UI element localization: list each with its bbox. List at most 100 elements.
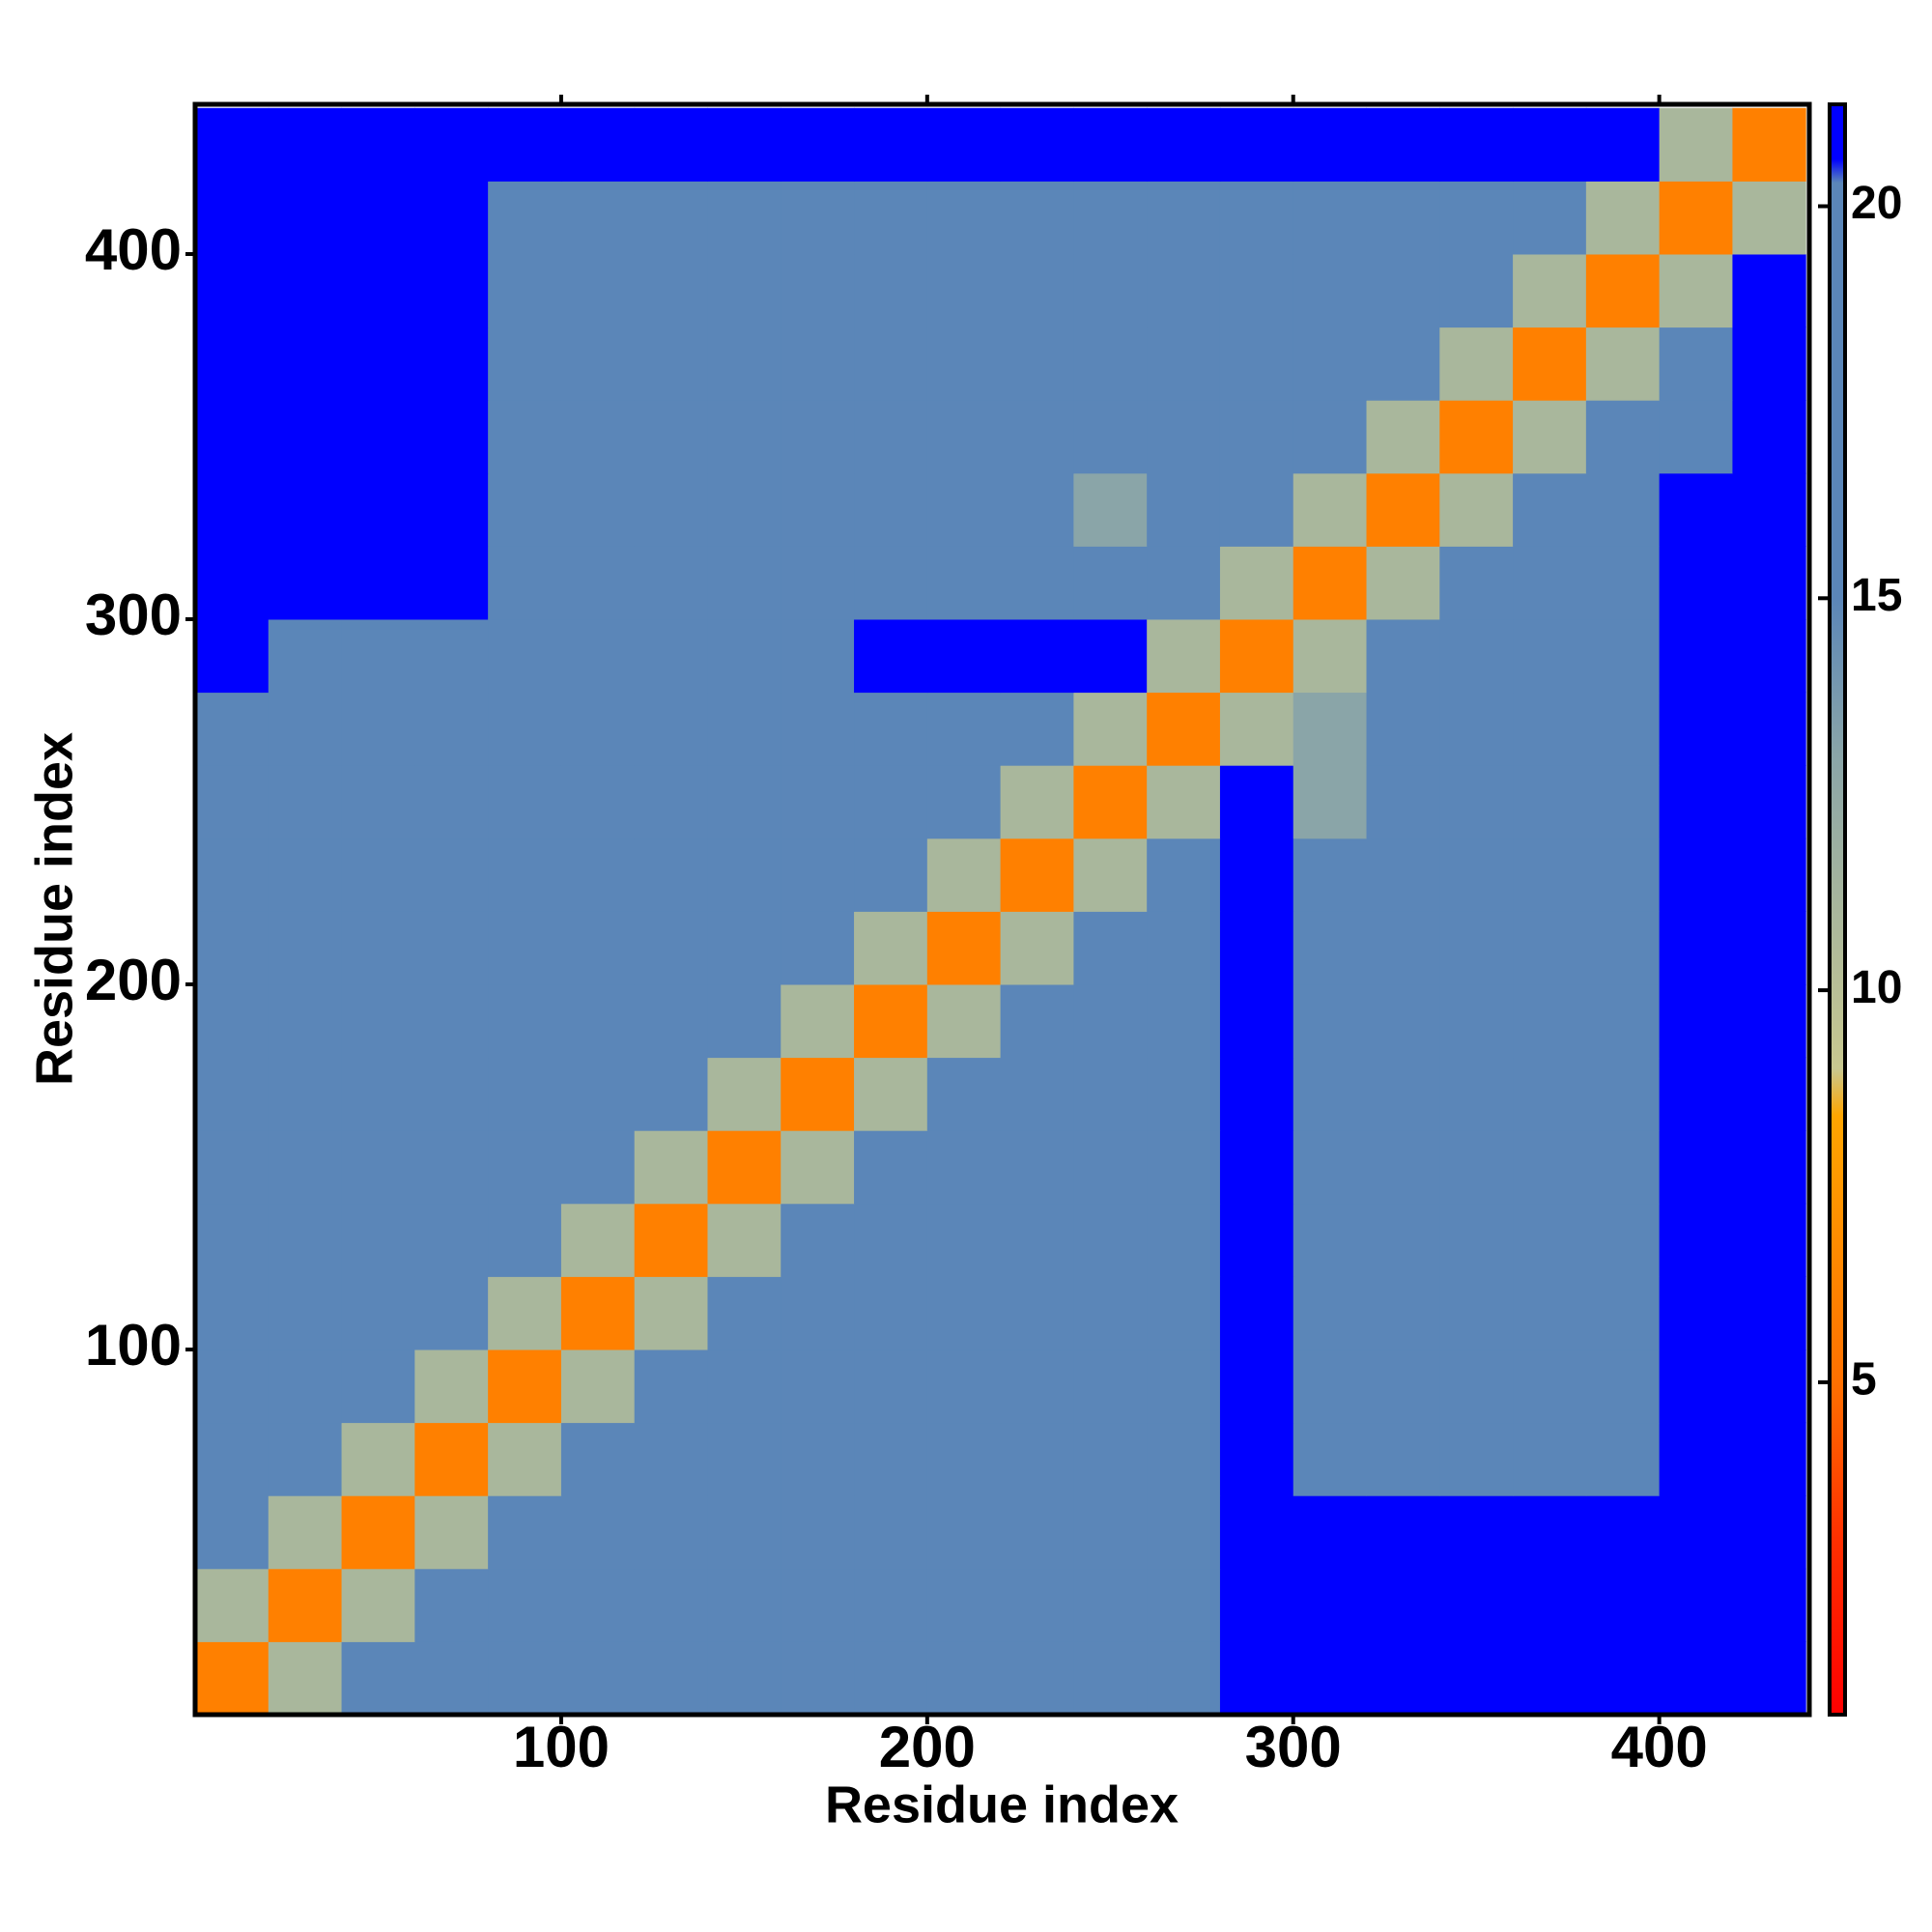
heatmap-cell — [1585, 1276, 1661, 1350]
heatmap-cell — [1000, 1641, 1074, 1716]
heatmap-cell — [1293, 400, 1368, 474]
heatmap-cell — [1513, 181, 1587, 255]
heatmap-cell — [1366, 1568, 1440, 1642]
colorbar-tick-label: 15 — [1851, 570, 1902, 621]
heatmap-cell — [1000, 1057, 1074, 1131]
heatmap-cell — [195, 983, 270, 1059]
heatmap-cell — [1073, 327, 1148, 401]
heatmap-cell — [1366, 1422, 1440, 1496]
heatmap-cell — [195, 181, 270, 255]
heatmap-cell — [1147, 1422, 1221, 1496]
heatmap-cell — [488, 1641, 562, 1716]
heatmap-cell — [707, 1568, 781, 1642]
heatmap-cell — [488, 1349, 562, 1424]
heatmap-cell — [781, 181, 855, 255]
heatmap-cell — [1293, 618, 1368, 694]
heatmap-cell — [488, 1495, 562, 1570]
heatmap-cell — [341, 1495, 415, 1570]
heatmap-cell — [1439, 400, 1514, 474]
heatmap-cell — [341, 1276, 415, 1350]
heatmap-cell — [781, 838, 855, 912]
heatmap-cell — [781, 400, 855, 474]
heatmap-cell — [268, 911, 343, 985]
heatmap-cell — [707, 107, 781, 182]
heatmap-cell — [1366, 1276, 1440, 1350]
heatmap-cell — [1366, 765, 1440, 839]
heatmap-cell — [268, 472, 343, 547]
heatmap-cell — [1659, 400, 1733, 474]
heatmap-cell — [926, 400, 1002, 474]
heatmap-cell — [414, 107, 489, 182]
heatmap-cell — [1439, 1349, 1514, 1424]
heatmap-cell — [414, 253, 489, 328]
heatmap-cell — [1293, 1568, 1368, 1642]
y-tick-label: 400 — [85, 217, 182, 282]
heatmap-cell — [854, 1641, 928, 1716]
heatmap-cell — [781, 327, 855, 401]
heatmap-cell — [781, 1276, 855, 1350]
heatmap-cell — [1513, 1057, 1587, 1131]
heatmap-cell — [1585, 1349, 1661, 1424]
heatmap-cell — [488, 911, 562, 985]
heatmap-cell — [1513, 618, 1587, 694]
heatmap-cell — [488, 692, 562, 766]
heatmap-cell — [341, 1349, 415, 1424]
heatmap-cell — [781, 1349, 855, 1424]
heatmap-cell — [488, 107, 562, 182]
heatmap-cell — [1073, 1422, 1148, 1496]
y-tick-label: 100 — [85, 1313, 182, 1378]
heatmap-cell — [1219, 181, 1294, 255]
heatmap-cell — [341, 1568, 415, 1642]
heatmap-cell — [1585, 1495, 1661, 1570]
heatmap-cell — [1293, 838, 1368, 912]
heatmap-cell — [1732, 181, 1806, 255]
heatmap-cell — [341, 765, 415, 839]
heatmap-cell — [926, 911, 1002, 985]
heatmap-cell — [560, 327, 636, 401]
heatmap-cell — [1147, 911, 1221, 985]
heatmap-cell — [926, 546, 1002, 620]
heatmap-cell — [560, 1057, 636, 1131]
heatmap-cell — [634, 1568, 708, 1642]
heatmap-cell — [1073, 181, 1148, 255]
heatmap-cell — [488, 1057, 562, 1131]
heatmap-cell — [854, 181, 928, 255]
heatmap-cell — [560, 838, 636, 912]
heatmap-cell — [781, 983, 855, 1059]
heatmap-cell — [1513, 327, 1587, 401]
heatmap-cell — [414, 546, 489, 620]
heatmap-cell — [341, 1203, 415, 1277]
heatmap-cell — [781, 107, 855, 182]
heatmap-cell — [854, 1495, 928, 1570]
heatmap-cell — [1659, 765, 1733, 839]
heatmap-cell — [1366, 472, 1440, 547]
heatmap-cell — [926, 1568, 1002, 1642]
heatmap-cell — [341, 983, 415, 1059]
colorbar — [1828, 102, 1847, 1717]
heatmap-cell — [1366, 1495, 1440, 1570]
heatmap-cell — [488, 1130, 562, 1205]
colorbar-tick-label: 5 — [1851, 1354, 1877, 1406]
heatmap-cell — [1073, 1568, 1148, 1642]
heatmap-cell — [560, 1130, 636, 1205]
heatmap-cell — [268, 253, 343, 328]
heatmap-cell — [634, 253, 708, 328]
y-tick-label: 300 — [85, 582, 182, 647]
heatmap-cell — [414, 1641, 489, 1716]
heatmap-cell — [1147, 618, 1221, 694]
heatmap-cell — [1585, 1203, 1661, 1277]
heatmap-cell — [1659, 1641, 1733, 1716]
heatmap-cell — [1000, 692, 1074, 766]
heatmap-cell — [1659, 327, 1733, 401]
heatmap-cell — [1219, 327, 1294, 401]
heatmap-cell — [341, 327, 415, 401]
heatmap-cell — [268, 1495, 343, 1570]
heatmap-cell — [1147, 1057, 1221, 1131]
heatmap-cell — [488, 327, 562, 401]
heatmap-cell — [1732, 1641, 1806, 1716]
heatmap-cell — [1219, 472, 1294, 547]
heatmap-cell — [1147, 1203, 1221, 1277]
heatmap-cell — [1073, 1349, 1148, 1424]
heatmap-cell — [560, 107, 636, 182]
